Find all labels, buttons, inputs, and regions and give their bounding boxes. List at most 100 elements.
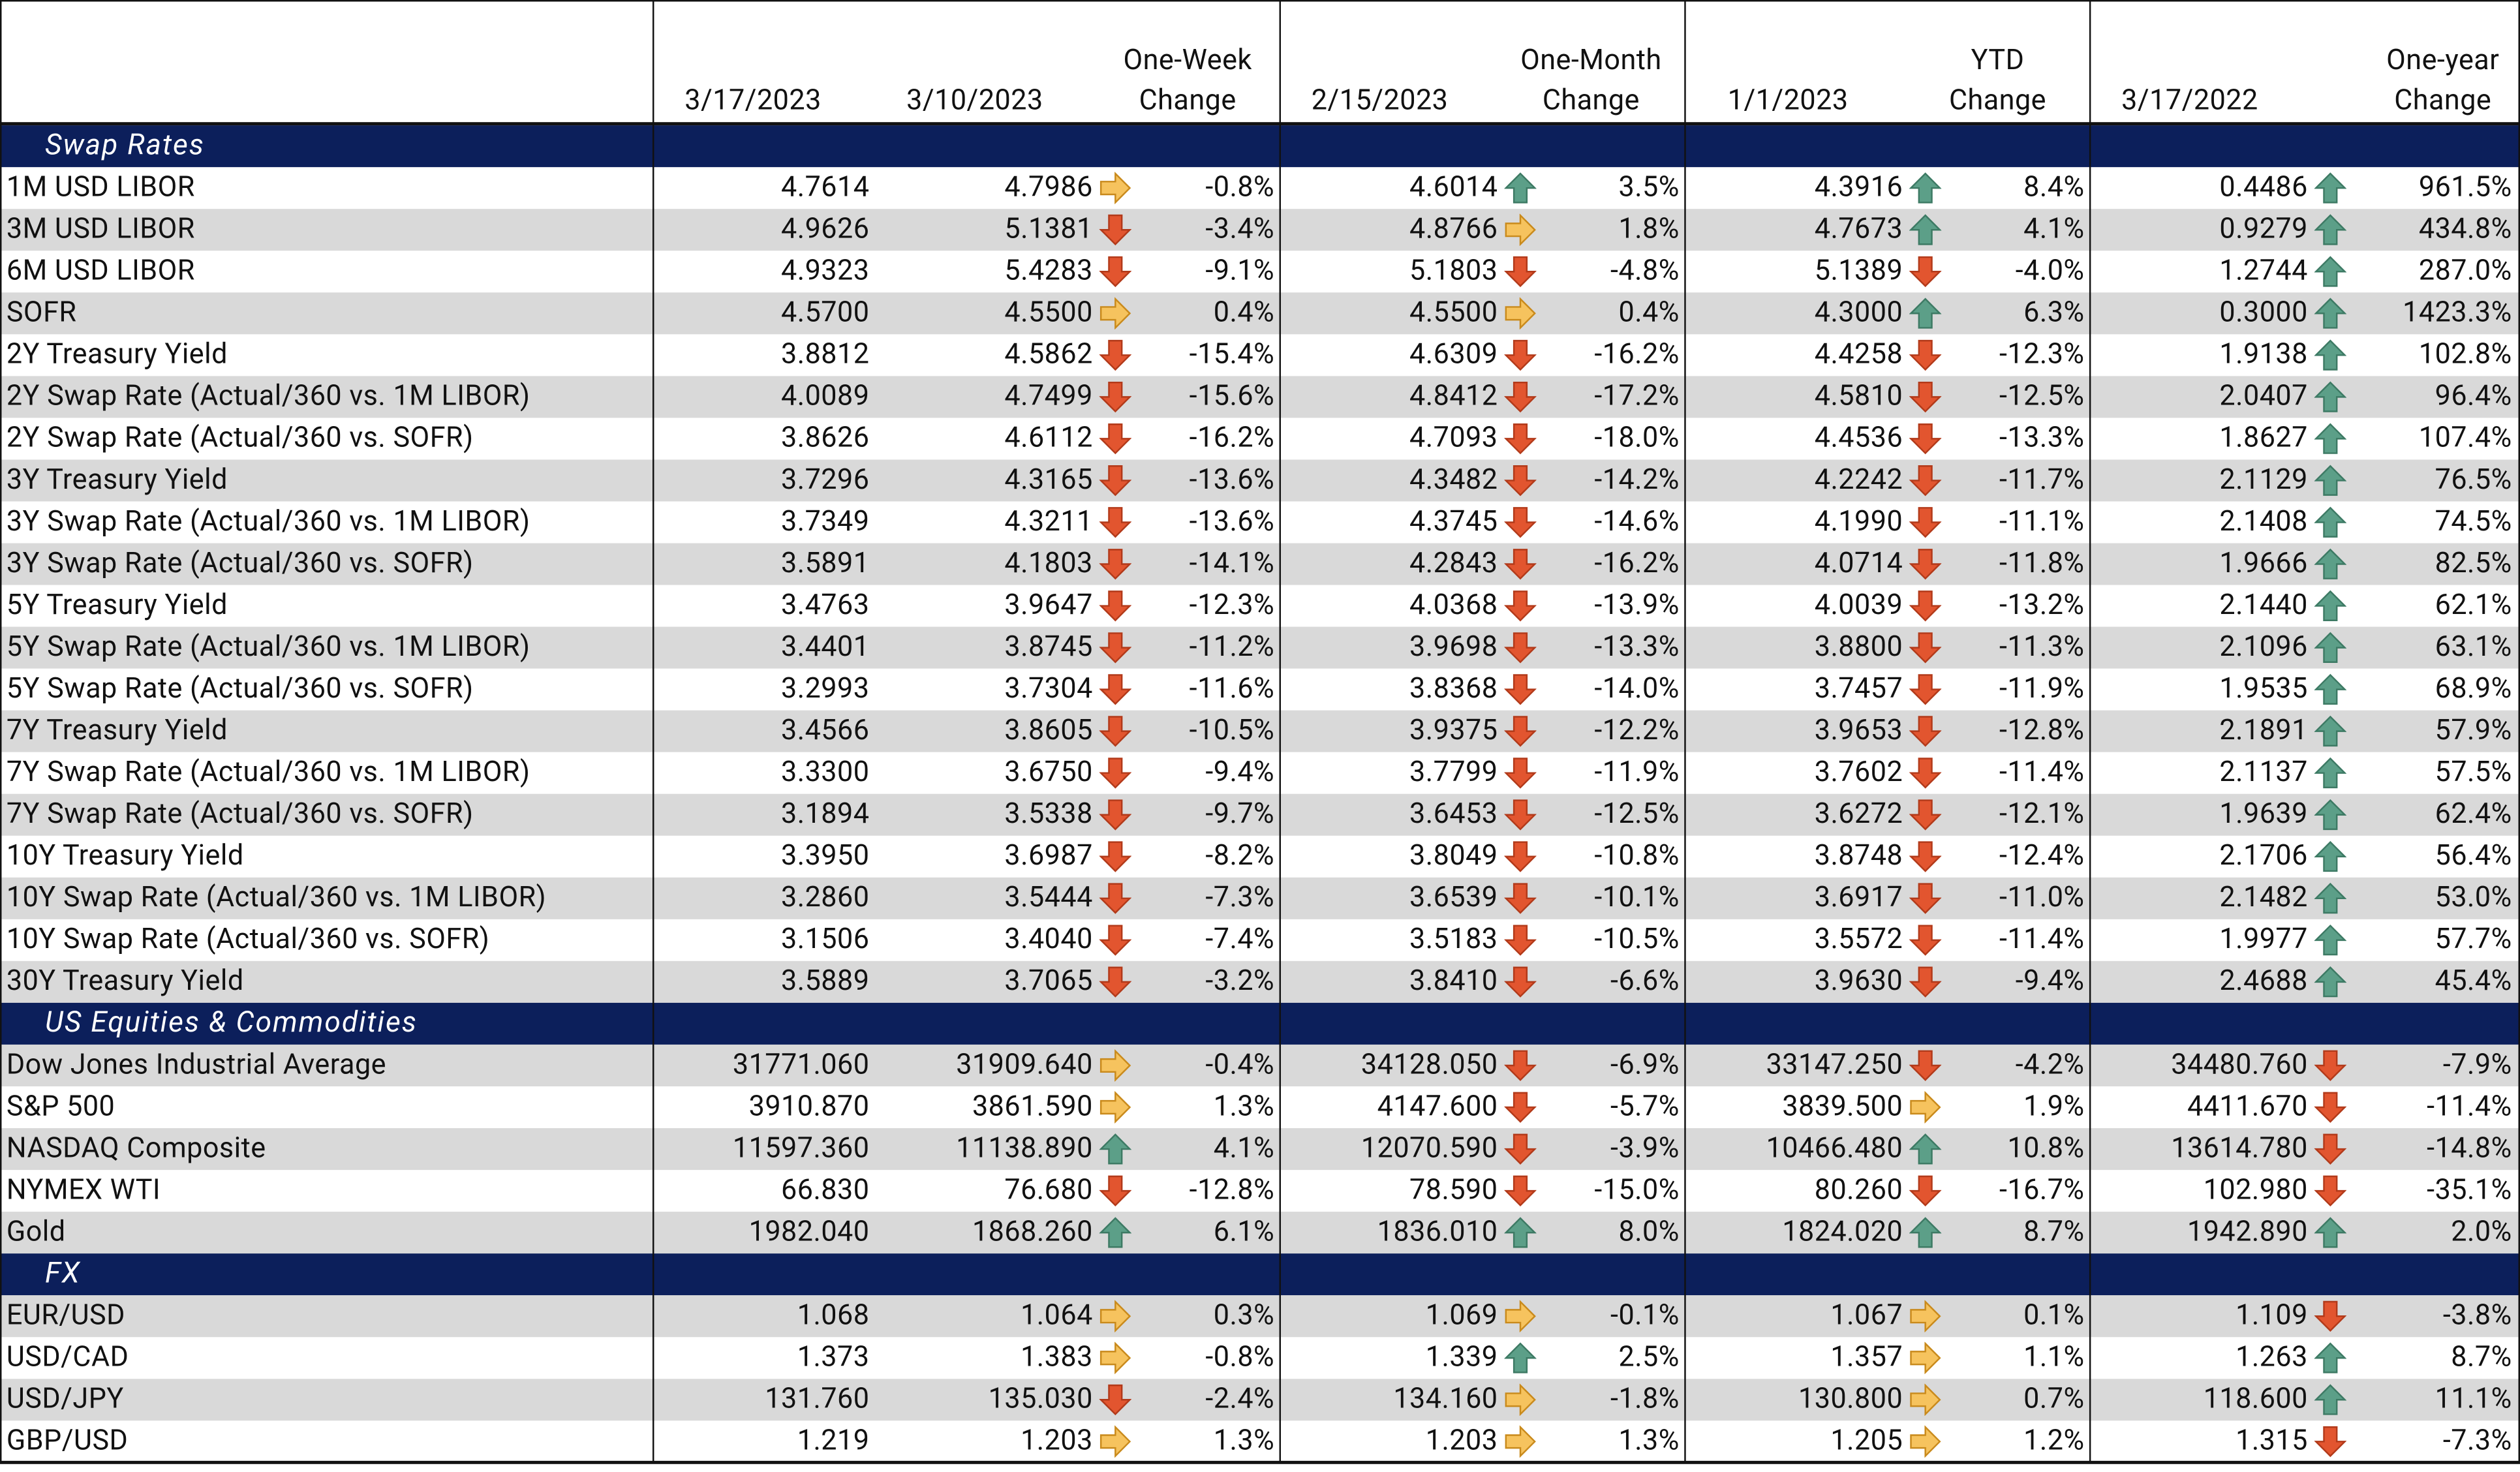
arrow-down (1099, 674, 1131, 705)
value-cell: 2.1482 (2219, 882, 2308, 915)
arrow-shape (1099, 339, 1131, 371)
value-cell: 4.3482 (1409, 464, 1498, 497)
row-shade (0, 1212, 2520, 1254)
column-rule (652, 0, 654, 1463)
arrow-shape (1909, 841, 1942, 872)
change-cell: -13.3% (1999, 422, 2085, 455)
arrow-up (2314, 1384, 2346, 1415)
change-cell: 2.5% (1618, 1342, 1680, 1374)
change-cell: -11.4% (2427, 1091, 2512, 1124)
arrow-shape (1504, 925, 1537, 956)
change-cell: 1423.3% (2403, 297, 2512, 330)
arrow-shape (1504, 1342, 1537, 1373)
column-rule (1684, 0, 1686, 1463)
arrow-shape (1099, 1342, 1131, 1374)
arrow-down (1504, 674, 1537, 705)
row-label: NYMEX WTI (6, 1174, 161, 1207)
change-cell: 4.1% (2023, 213, 2085, 246)
value-cell: 2.1096 (2219, 631, 2308, 664)
date-header: 3/17/2023 (684, 85, 822, 117)
arrow-down (1504, 799, 1537, 831)
arrow-up (2314, 298, 2346, 329)
arrow-up (2314, 840, 2346, 872)
change-cell: -9.1% (1205, 255, 1275, 288)
arrow-shape (1909, 632, 1942, 664)
arrow-shape (1910, 1300, 1941, 1332)
arrow-up (2314, 715, 2346, 747)
row-label: Gold (6, 1216, 66, 1249)
value-cell: 3.9630 (1814, 966, 1903, 998)
value-cell: 4.1990 (1814, 506, 1903, 539)
value-cell: 3.8368 (1409, 673, 1498, 706)
arrow-down (1909, 339, 1942, 371)
arrow-down (1909, 674, 1942, 705)
change-cell: -12.8% (1999, 715, 2085, 748)
change-cell: -17.2% (1594, 380, 1680, 413)
change-cell: -16.2% (1594, 339, 1680, 371)
value-cell: 4.0714 (1814, 547, 1903, 581)
arrow-shape (1910, 1425, 1941, 1458)
change-cell: 1.1% (2023, 1342, 2085, 1374)
change-cell: -6.9% (1610, 1049, 1680, 1082)
change-cell: -0.1% (1610, 1300, 1680, 1332)
arrow-down (1504, 632, 1537, 664)
arrow-shape (1909, 716, 1942, 747)
change-cell: -9.7% (1205, 799, 1275, 831)
value-cell: 3.2860 (781, 882, 870, 915)
change-cell: -11.7% (1999, 464, 2085, 497)
value-cell: 3.5183 (1409, 924, 1498, 957)
arrow-up (2314, 799, 2346, 831)
value-cell: 130.800 (1798, 1383, 1903, 1416)
change-cell: -10.1% (1594, 882, 1680, 915)
change-cell: 0.7% (2023, 1383, 2085, 1416)
change-header: Change (1139, 85, 1237, 117)
row-label: 10Y Swap Rate (Actual/360 vs. SOFR) (6, 924, 490, 957)
arrow-shape (1909, 214, 1942, 245)
value-cell: 4.5810 (1814, 380, 1903, 413)
value-cell: 5.1389 (1814, 255, 1903, 288)
row-label: 2Y Treasury Yield (6, 339, 228, 371)
arrow-down (1909, 381, 1942, 413)
arrow-shape (1099, 256, 1131, 288)
section-title: US Equities & Commodities (44, 1005, 418, 1040)
value-cell: 3.5572 (1814, 924, 1903, 957)
arrow-shape (1909, 256, 1942, 288)
value-cell: 5.1803 (1409, 255, 1498, 288)
value-cell: 3.8049 (1409, 840, 1498, 873)
change-cell: 1.3% (1213, 1425, 1275, 1458)
arrow-shape (1099, 925, 1131, 956)
value-cell: 3.7296 (781, 464, 870, 497)
arrow-shape (1099, 1384, 1131, 1416)
arrow-flat (1505, 1383, 1536, 1416)
arrow-flat (1099, 1091, 1131, 1124)
arrow-shape (1099, 1217, 1131, 1248)
arrow-flat (1505, 1425, 1536, 1458)
value-cell: 3.4566 (781, 715, 870, 748)
value-cell: 1.9535 (2219, 673, 2308, 706)
arrow-down (1099, 758, 1131, 789)
value-cell: 4147.600 (1377, 1091, 1498, 1124)
change-cell: -12.3% (1189, 589, 1275, 622)
arrow-shape (1505, 1425, 1536, 1458)
change-cell: -16.2% (1594, 547, 1680, 581)
arrow-down (1504, 339, 1537, 371)
row-shade (0, 1379, 2520, 1421)
arrow-up (2314, 1342, 2346, 1373)
arrow-shape (1909, 883, 1942, 914)
arrow-shape (1504, 549, 1537, 580)
change-cell: -13.6% (1189, 506, 1275, 539)
change-cell: 11.1% (2435, 1383, 2512, 1416)
value-cell: 3.6917 (1814, 882, 1903, 915)
value-cell: 3910.870 (748, 1091, 870, 1124)
arrow-shape (1099, 1133, 1131, 1165)
arrow-shape (1909, 925, 1942, 956)
arrow-down (1099, 883, 1131, 914)
change-cell: -6.6% (1610, 966, 1680, 998)
value-cell: 11138.890 (956, 1133, 1093, 1165)
value-cell: 4.3000 (1814, 297, 1903, 330)
change-cell: -10.5% (1594, 924, 1680, 957)
arrow-up (1504, 1342, 1537, 1373)
arrow-shape (1099, 883, 1131, 914)
value-cell: 4.7614 (781, 172, 870, 204)
value-cell: 135.030 (988, 1383, 1093, 1416)
